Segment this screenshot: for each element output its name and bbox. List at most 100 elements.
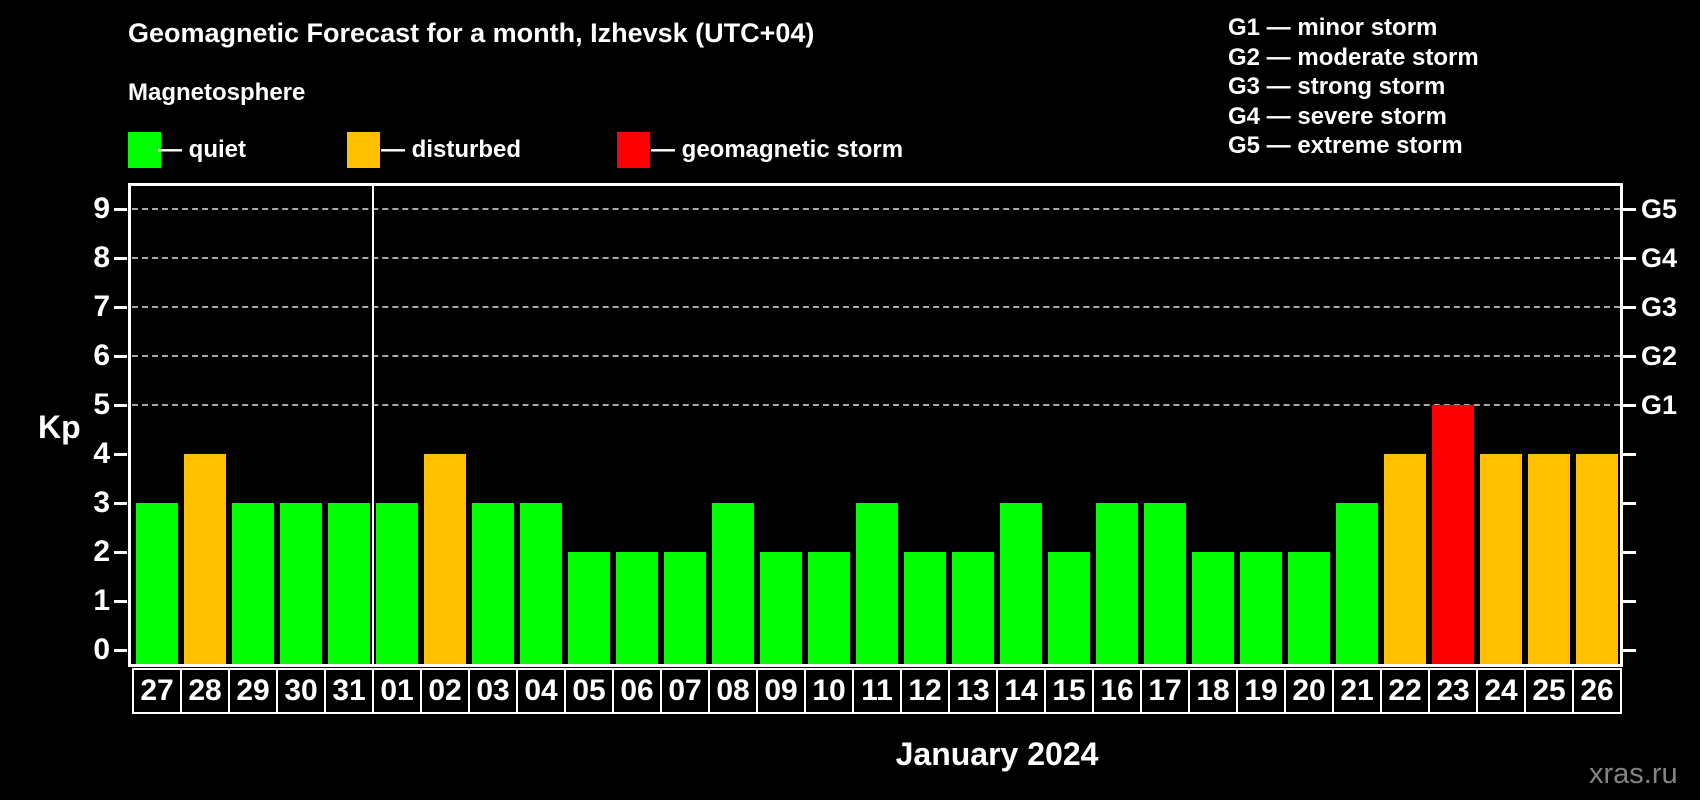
g-legend-line: G2 — moderate storm	[1228, 43, 1479, 71]
right-axis-label-g1: G1	[1641, 390, 1678, 420]
kp-bar-day-20	[1288, 552, 1330, 664]
y-tick-label: 7	[93, 290, 110, 323]
month-divider-line	[372, 186, 374, 664]
day-label-17: 17	[1140, 668, 1190, 714]
y-tick-label: 8	[93, 241, 110, 274]
quiet-legend-swatch	[128, 132, 161, 168]
y-tick-right	[1623, 551, 1636, 554]
gridline-kp7	[132, 306, 1620, 308]
y-tick-right	[1623, 208, 1636, 211]
day-label-19: 19	[1236, 668, 1286, 714]
kp-bar-day-30	[280, 503, 322, 664]
disturbed-legend-label: — disturbed	[381, 136, 522, 163]
kp-bar-day-31	[328, 503, 370, 664]
g-legend-line: G1 — minor storm	[1228, 14, 1438, 41]
y-tick-label: 2	[93, 535, 110, 568]
kp-bar-day-05	[568, 552, 610, 664]
kp-bar-day-29	[232, 503, 274, 664]
y-tick-right	[1623, 355, 1636, 358]
day-label-29: 29	[228, 668, 278, 714]
right-axis-label-g3: G3	[1641, 292, 1678, 322]
kp-bar-day-02	[424, 454, 466, 664]
y-tick-label: 0	[93, 633, 110, 666]
day-label-04: 04	[516, 668, 566, 714]
day-label-25: 25	[1524, 668, 1574, 714]
disturbed-legend-swatch	[347, 132, 380, 168]
y-tick-right	[1623, 502, 1636, 505]
right-axis-label-g5: G5	[1641, 194, 1678, 224]
kp-bar-day-24	[1480, 454, 1522, 664]
kp-bar-day-12	[904, 552, 946, 664]
day-label-01: 01	[372, 668, 422, 714]
kp-bar-day-06	[616, 552, 658, 664]
kp-bar-day-17	[1144, 503, 1186, 664]
y-tick-label: 6	[93, 339, 110, 372]
kp-bar-day-15	[1048, 552, 1090, 664]
day-label-11: 11	[852, 668, 902, 714]
day-label-12: 12	[900, 668, 950, 714]
day-label-05: 05	[564, 668, 614, 714]
y-tick-left	[114, 600, 127, 603]
kp-bar-day-14	[1000, 503, 1042, 664]
right-axis-label-g2: G2	[1641, 341, 1678, 371]
day-label-07: 07	[660, 668, 710, 714]
kp-bar-day-21	[1336, 503, 1378, 664]
kp-bar-day-13	[952, 552, 994, 664]
quiet-legend-label: — quiet	[158, 136, 246, 163]
day-label-30: 30	[276, 668, 326, 714]
kp-bar-day-11	[856, 503, 898, 664]
g-legend-line: G5 — extreme storm	[1228, 132, 1463, 159]
right-axis-label-g4: G4	[1641, 243, 1678, 273]
day-label-22: 22	[1380, 668, 1430, 714]
kp-bar-day-25	[1528, 454, 1570, 664]
y-tick-right	[1623, 404, 1636, 407]
y-tick-label: 9	[93, 192, 110, 225]
y-tick-label: 3	[93, 486, 110, 519]
day-label-27: 27	[132, 668, 182, 714]
kp-bar-day-08	[712, 503, 754, 664]
chart-title: Geomagnetic Forecast for a month, Izhevs…	[128, 18, 815, 48]
kp-bar-day-16	[1096, 503, 1138, 664]
y-tick-right	[1623, 453, 1636, 456]
y-tick-left	[114, 551, 127, 554]
plot-frame	[128, 183, 1623, 667]
watermark: xras.ru	[1589, 758, 1678, 790]
y-tick-right	[1623, 649, 1636, 652]
kp-bar-day-22	[1384, 454, 1426, 664]
day-label-18: 18	[1188, 668, 1238, 714]
y-tick-right	[1623, 257, 1636, 260]
day-label-23: 23	[1428, 668, 1478, 714]
day-label-10: 10	[804, 668, 854, 714]
y-tick-left	[114, 404, 127, 407]
y-tick-left	[114, 208, 127, 211]
kp-bar-day-07	[664, 552, 706, 664]
y-tick-label: 1	[93, 584, 110, 617]
day-label-09: 09	[756, 668, 806, 714]
day-label-16: 16	[1092, 668, 1142, 714]
gridline-kp9	[132, 208, 1620, 210]
day-label-20: 20	[1284, 668, 1334, 714]
day-label-26: 26	[1572, 668, 1622, 714]
y-axis-title: Kp	[38, 409, 81, 445]
gridline-kp6	[132, 355, 1620, 357]
day-label-15: 15	[1044, 668, 1094, 714]
day-label-31: 31	[324, 668, 374, 714]
y-tick-label: 5	[93, 388, 110, 421]
day-label-08: 08	[708, 668, 758, 714]
y-tick-left	[114, 453, 127, 456]
day-label-28: 28	[180, 668, 230, 714]
day-label-06: 06	[612, 668, 662, 714]
g-legend-line: G4 — severe storm	[1228, 102, 1447, 130]
day-label-13: 13	[948, 668, 998, 714]
kp-bar-day-04	[520, 503, 562, 664]
kp-bar-day-19	[1240, 552, 1282, 664]
kp-bar-day-10	[808, 552, 850, 664]
storm-legend-label: — geomagnetic storm	[651, 136, 904, 163]
y-tick-right	[1623, 306, 1636, 309]
kp-bar-day-28	[184, 454, 226, 664]
kp-bar-day-01	[376, 503, 418, 664]
kp-bar-day-27	[136, 503, 178, 664]
kp-bar-day-09	[760, 552, 802, 664]
storm-legend-swatch	[617, 132, 650, 168]
